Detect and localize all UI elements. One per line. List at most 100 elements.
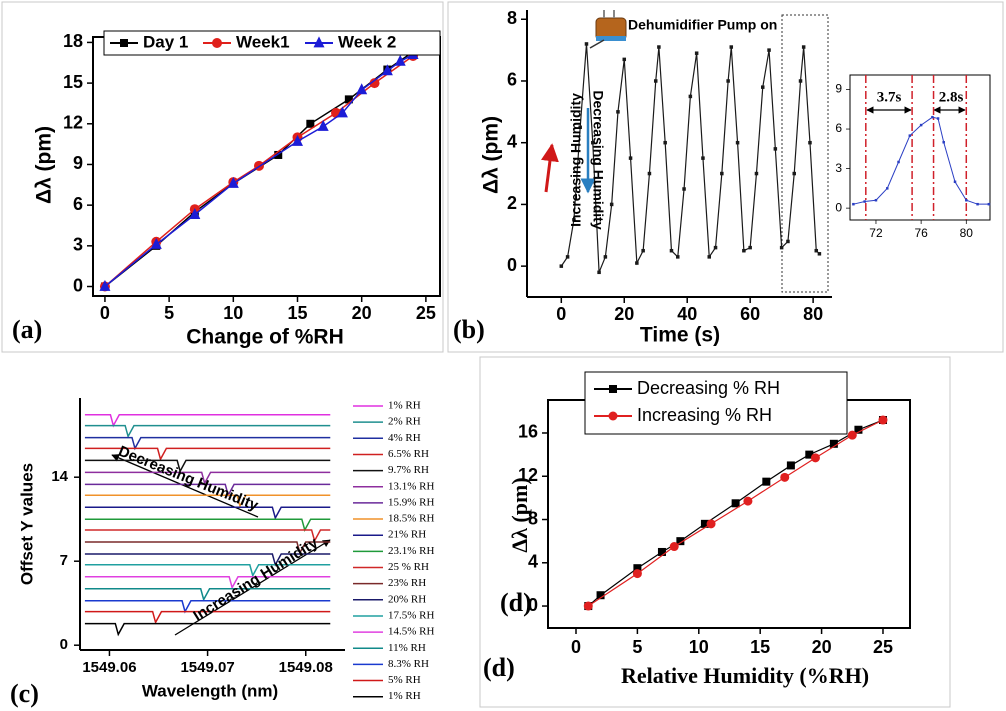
- legend-label: 11% RH: [388, 642, 426, 654]
- data-point: [622, 57, 627, 62]
- x-tick-label: 15: [750, 637, 770, 657]
- legend-label: 23.1% RH: [388, 545, 435, 557]
- y-tick-label: 4: [507, 131, 517, 151]
- y-tick-label: 6: [507, 70, 517, 90]
- x-tick-label: 0: [556, 304, 566, 324]
- data-point: [632, 569, 642, 579]
- data-point: [931, 115, 934, 119]
- data-point: [653, 79, 658, 83]
- data-point: [817, 252, 822, 256]
- x-axis-label: Time (s): [640, 324, 720, 347]
- y-tick-label: 8: [528, 508, 538, 528]
- x-tick-label: 0: [571, 637, 581, 657]
- x-tick-label: 25: [416, 303, 436, 323]
- x-tick-label: 40: [677, 304, 697, 324]
- y-tick-label: 0: [528, 595, 538, 615]
- data-point: [584, 42, 589, 46]
- y-tick-label: 16: [518, 422, 538, 442]
- data-point: [761, 85, 765, 89]
- y-tick-label: 14: [51, 468, 68, 485]
- legend-label: 5% RH: [388, 674, 421, 686]
- zoom-box: [781, 14, 829, 293]
- data-point: [965, 198, 968, 202]
- data-point: [559, 264, 564, 268]
- data-point: [120, 39, 128, 47]
- data-point: [657, 45, 661, 49]
- data-point: [609, 385, 617, 393]
- pump-icon: [589, 10, 627, 49]
- panel-label: (c): [10, 679, 39, 708]
- series-line: [84, 494, 331, 508]
- series-line: [84, 576, 331, 590]
- data-point: [779, 245, 784, 250]
- x-tick-label: 25: [873, 637, 893, 657]
- panel-border: [479, 356, 951, 708]
- data-point: [829, 439, 838, 448]
- data-point: [394, 54, 406, 66]
- data-point: [798, 79, 803, 83]
- data-point: [808, 140, 812, 145]
- data-point: [773, 147, 778, 151]
- legend-label: 8.3% RH: [388, 658, 429, 670]
- data-point: [596, 591, 605, 600]
- data-point: [565, 255, 570, 259]
- y-tick-label: 8: [507, 8, 517, 28]
- data-point: [669, 542, 679, 552]
- data-point: [608, 411, 618, 421]
- panel-label: (d): [500, 588, 532, 617]
- data-point: [701, 156, 705, 160]
- y-tick-label: 6: [835, 121, 842, 135]
- data-point: [847, 430, 857, 440]
- legend-label: 14.5% RH: [388, 626, 435, 638]
- x-tick-label: 76: [914, 226, 928, 240]
- data-point: [628, 156, 633, 160]
- y-tick-label: 6: [73, 194, 83, 214]
- data-point: [317, 119, 329, 131]
- legend-label: 1% RH: [388, 690, 421, 702]
- x-tick-label: 10: [223, 303, 243, 323]
- arrow: [541, 143, 559, 193]
- data-point: [597, 270, 601, 275]
- legend-label: Day 1: [143, 32, 188, 51]
- series-line: [84, 622, 331, 637]
- data-point: [976, 202, 979, 206]
- data-point: [356, 83, 368, 95]
- data-point: [292, 134, 304, 146]
- data-point: [189, 208, 201, 220]
- y-axis-label: Δλ (pm): [507, 477, 532, 552]
- x-tick-label: 72: [869, 226, 883, 240]
- x-tick-label: 80: [960, 226, 974, 240]
- series-line: [560, 43, 820, 273]
- data-point: [735, 140, 740, 145]
- data-point: [336, 106, 348, 118]
- data-point: [713, 245, 718, 250]
- x-axis-label: Wavelength (nm): [142, 681, 278, 700]
- data-point: [786, 461, 795, 470]
- data-point: [897, 160, 900, 164]
- legend-label: 9.7% RH: [388, 464, 429, 476]
- y-tick-label: 0: [60, 636, 68, 653]
- x-tick-label: 20: [614, 304, 634, 324]
- legend-label: Week 2: [338, 32, 396, 51]
- y-tick-label: 3: [73, 235, 83, 255]
- legend-label: 18.5% RH: [388, 513, 435, 525]
- data-point: [852, 202, 855, 206]
- legend-label: 2% RH: [388, 416, 421, 428]
- annotation: 3.7s: [877, 89, 902, 105]
- data-point: [603, 255, 608, 259]
- x-axis-label: Relative Humidity (%RH): [621, 663, 869, 688]
- series-line: [84, 588, 331, 602]
- legend-label: 20% RH: [388, 593, 426, 605]
- x-tick-label: 1549.06: [82, 659, 136, 676]
- data-point: [688, 94, 693, 99]
- data-point: [700, 519, 709, 528]
- y-tick-label: 0: [835, 200, 842, 214]
- data-point: [742, 248, 746, 253]
- x-tick-label: 5: [632, 637, 642, 657]
- panel-label: (b): [453, 315, 485, 344]
- y-axis-label: Δλ (pm): [480, 116, 503, 194]
- data-point: [641, 248, 645, 253]
- data-point: [635, 261, 639, 265]
- data-point: [987, 202, 991, 206]
